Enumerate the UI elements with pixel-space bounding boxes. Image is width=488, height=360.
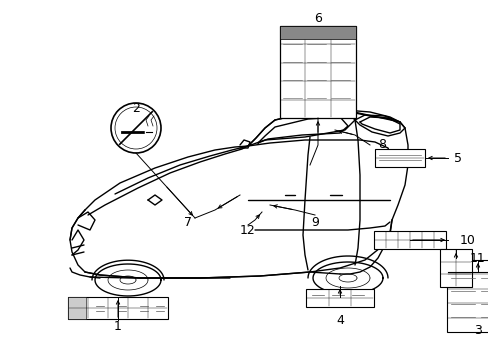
Text: 2: 2 bbox=[132, 102, 140, 114]
Text: 12: 12 bbox=[240, 224, 255, 237]
Bar bbox=[374, 149, 424, 167]
Text: 5: 5 bbox=[453, 152, 461, 165]
Bar bbox=[439, 249, 471, 287]
Bar bbox=[68, 297, 168, 319]
Bar bbox=[373, 231, 445, 249]
Text: 8: 8 bbox=[377, 139, 385, 152]
Bar bbox=[305, 289, 373, 307]
Bar bbox=[280, 26, 355, 118]
Text: 6: 6 bbox=[313, 12, 321, 24]
Text: 1: 1 bbox=[114, 320, 122, 333]
Text: 7: 7 bbox=[183, 216, 192, 229]
Text: 9: 9 bbox=[310, 216, 318, 229]
Bar bbox=[68, 297, 86, 319]
Text: 3: 3 bbox=[473, 324, 481, 337]
Bar bbox=[446, 260, 488, 332]
Text: 11: 11 bbox=[469, 252, 485, 265]
Text: 4: 4 bbox=[335, 314, 343, 327]
Bar bbox=[280, 26, 355, 39]
Text: 10: 10 bbox=[459, 234, 475, 247]
